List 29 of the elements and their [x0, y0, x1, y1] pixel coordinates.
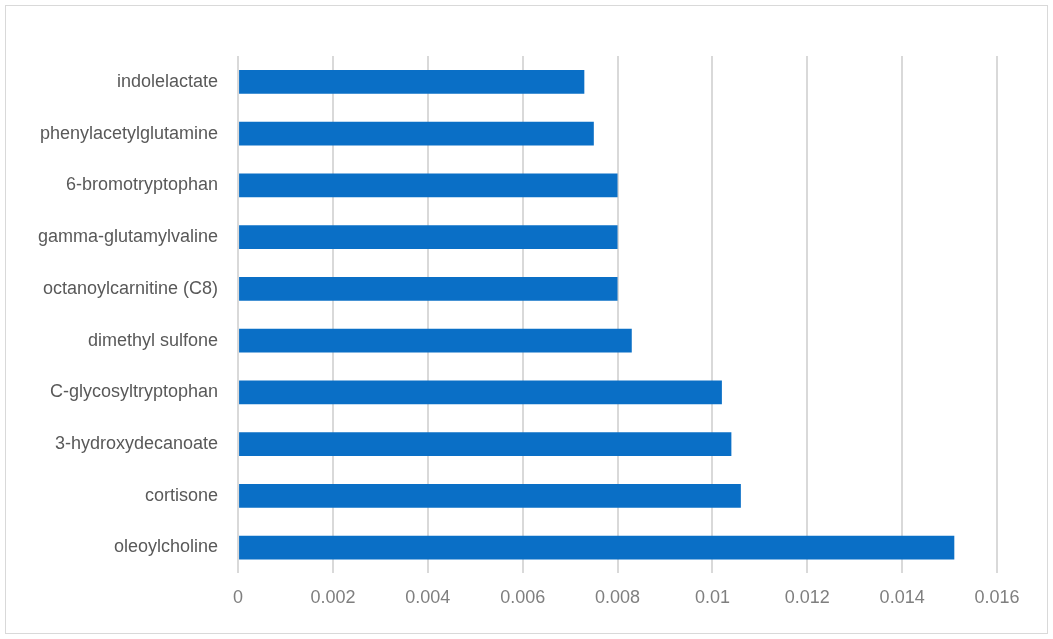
- x-tick-label: 0.016: [974, 587, 1020, 608]
- bar: [239, 173, 618, 198]
- y-tick-label: 6-bromotryptophan: [65, 174, 219, 195]
- x-tick-label: 0: [233, 587, 244, 608]
- y-tick-label: dimethyl sulfone: [87, 329, 219, 350]
- bar: [239, 276, 618, 301]
- y-tick-label: oleoylcholine: [113, 536, 219, 557]
- bar: [239, 432, 732, 456]
- y-tick-label: octanoylcarnitine (C8): [42, 277, 219, 298]
- y-tick-label: phenylacetylglutamine: [39, 122, 219, 143]
- y-tick-label: C-glycosyltryptophan: [49, 381, 219, 402]
- x-tick-label: 0.012: [784, 587, 830, 608]
- y-tick-label: 3-hydroxydecanoate: [54, 433, 219, 454]
- x-tick-label: 0.002: [310, 587, 356, 608]
- bar: [239, 69, 585, 94]
- y-tick-label: cortisone: [145, 484, 219, 505]
- x-tick-label: 0.014: [879, 587, 925, 608]
- x-tick-label: 0.01: [694, 587, 730, 608]
- bar: [239, 380, 722, 405]
- bar: [239, 121, 594, 146]
- x-tick-label: 0.008: [595, 587, 641, 608]
- bar: [239, 328, 632, 353]
- y-tick-label: indolelactate: [116, 70, 219, 91]
- x-tick-label: 0.006: [500, 587, 546, 608]
- bar: [239, 535, 955, 560]
- bar: [239, 225, 618, 249]
- y-tick-label: gamma-glutamylvaline: [37, 226, 219, 247]
- x-tick-label: 0.004: [405, 587, 451, 608]
- bar: [239, 483, 741, 508]
